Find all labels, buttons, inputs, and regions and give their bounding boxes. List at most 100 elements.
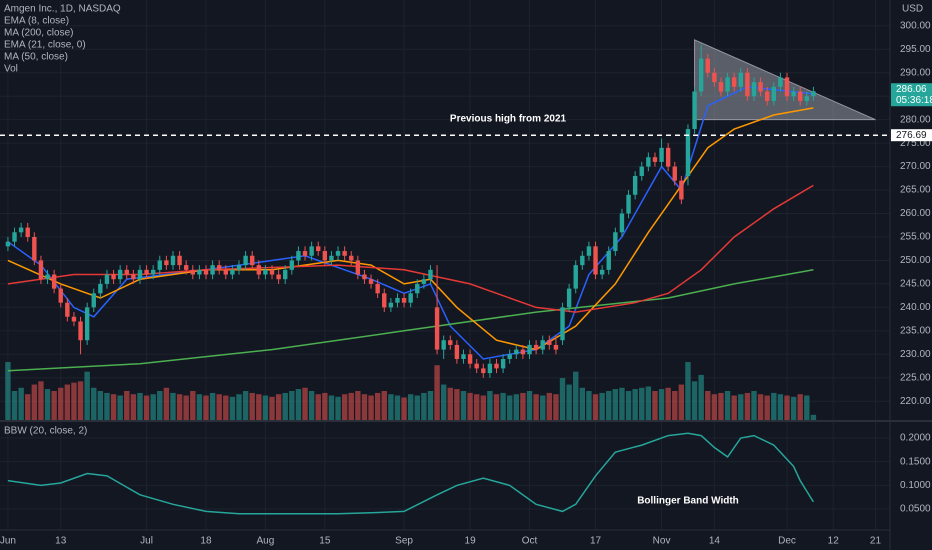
candle-body: [335, 251, 341, 256]
candle-body: [487, 363, 493, 374]
volume-bar: [381, 391, 387, 420]
bbw-pane: Bollinger Band Width: [7, 432, 815, 515]
ma-line: [7, 107, 814, 351]
volume-bar: [275, 394, 282, 420]
candle-body: [454, 344, 460, 359]
volume-bar: [262, 395, 269, 420]
candle-body: [276, 274, 281, 280]
volume-bar: [64, 384, 71, 420]
volume-bar: [150, 394, 156, 420]
candle-body: [32, 236, 37, 261]
volume-bar: [784, 395, 790, 420]
volume-bar: [407, 394, 414, 420]
volume-bar: [84, 371, 90, 420]
volume-bar: [500, 392, 506, 420]
volume-bar: [724, 391, 731, 420]
candle-body: [613, 232, 618, 252]
candle-body: [45, 274, 50, 280]
volume-bar: [18, 387, 24, 420]
volume-bar: [394, 395, 401, 420]
x-tick-label: 13: [55, 536, 67, 547]
candle-body: [38, 260, 44, 280]
candle-body: [692, 91, 697, 130]
x-tick-label: Dec: [778, 536, 796, 547]
volume-bar: [104, 392, 110, 420]
candle-body: [223, 269, 229, 275]
volume-bar: [209, 392, 216, 420]
volume-bar: [612, 389, 619, 420]
candle-body: [51, 274, 57, 289]
candle-body: [474, 363, 479, 369]
candle-body: [58, 288, 63, 303]
candle-body: [428, 269, 433, 280]
candle-body: [784, 77, 790, 97]
candle-body: [150, 269, 156, 275]
volume-bar: [44, 389, 51, 420]
volume-bar: [242, 391, 249, 420]
volume-bar: [672, 391, 678, 420]
candle-body: [216, 265, 222, 270]
volume-bar: [810, 414, 817, 420]
annotation: Previous high from 2021: [450, 114, 567, 125]
candle-body: [764, 91, 770, 101]
candle-body: [698, 58, 704, 92]
volume-bar: [137, 392, 143, 420]
x-tick-label: 12: [828, 536, 840, 547]
volume-bar: [315, 394, 321, 420]
y-tick-label: 235.00: [900, 325, 931, 336]
y-tick-label: 0.1500: [900, 456, 931, 467]
volume-bar: [348, 392, 354, 420]
legend: Amgen Inc., 1D, NASDAQ EMA (8, close) MA…: [4, 4, 923, 437]
candle-body: [395, 297, 400, 303]
candle-body: [368, 279, 374, 284]
volume-bar: [11, 391, 18, 420]
candle-body: [553, 344, 559, 350]
volume-bar: [447, 387, 453, 420]
volume-bar: [553, 394, 559, 420]
volume-bar: [645, 386, 652, 420]
candle-body: [131, 274, 136, 280]
volume-bar: [533, 394, 539, 420]
volume-bar: [797, 394, 803, 420]
reference-label: 276.69: [896, 130, 927, 141]
candle-body: [507, 354, 512, 359]
candle-body: [639, 166, 644, 176]
volume-bar: [302, 387, 308, 420]
candle-body: [98, 283, 103, 294]
ma-line: [7, 184, 814, 313]
bbw-title: BBW (20, close, 2): [4, 426, 87, 437]
candle-body: [467, 354, 473, 364]
candle-body: [388, 302, 394, 308]
volume-bar: [388, 394, 394, 420]
candle-body: [177, 255, 182, 266]
annotation: Bollinger Band Width: [637, 496, 739, 507]
candle-body: [745, 72, 750, 97]
volume-bar: [427, 391, 434, 420]
volume-bar: [374, 392, 381, 420]
volume-bar: [507, 395, 513, 420]
candle-body: [738, 72, 743, 87]
volume-bar: [196, 394, 203, 420]
volume-bar: [487, 391, 493, 420]
volume-bar: [559, 378, 566, 420]
volume-bar: [110, 394, 117, 420]
legend-entry: Vol: [4, 64, 18, 75]
y-tick-label: 260.00: [900, 208, 931, 219]
volume-bar: [513, 394, 520, 420]
x-tick-label: Jun: [0, 536, 16, 547]
volume-bar: [269, 396, 275, 420]
y-tick-label: 0.2000: [900, 433, 931, 444]
candle-body: [580, 255, 585, 266]
candle-body: [533, 344, 539, 350]
volume-bar: [744, 392, 751, 420]
volume-bar: [804, 395, 810, 420]
y-tick-label: 250.00: [900, 255, 931, 266]
candle-body: [448, 340, 453, 345]
candle-body: [78, 321, 83, 341]
candle-body: [461, 354, 466, 359]
volume-bar: [566, 384, 572, 420]
candle-body: [652, 157, 658, 162]
volume-bar: [678, 384, 685, 420]
candle-body: [758, 82, 763, 92]
volume-bar: [143, 395, 150, 420]
